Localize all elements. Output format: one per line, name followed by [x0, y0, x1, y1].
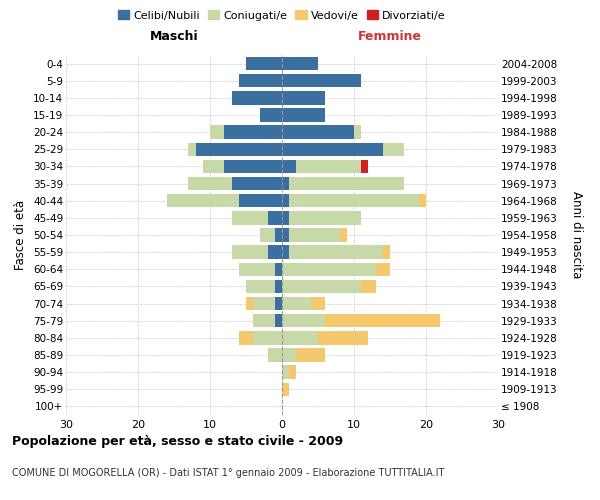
- Bar: [224, 160, 282, 173]
- Bar: [282, 57, 318, 70]
- Bar: [275, 228, 282, 241]
- Text: COMUNE DI MOGORELLA (OR) - Dati ISTAT 1° gennaio 2009 - Elaborazione TUTTITALIA.: COMUNE DI MOGORELLA (OR) - Dati ISTAT 1°…: [12, 468, 445, 477]
- Bar: [282, 280, 361, 293]
- Bar: [188, 142, 196, 156]
- Bar: [311, 297, 325, 310]
- Bar: [232, 91, 282, 104]
- Bar: [376, 262, 390, 276]
- Bar: [232, 177, 282, 190]
- Bar: [268, 348, 282, 362]
- Bar: [354, 126, 361, 139]
- Bar: [268, 211, 282, 224]
- Bar: [260, 108, 282, 122]
- Y-axis label: Anni di nascita: Anni di nascita: [571, 192, 583, 278]
- Bar: [239, 74, 282, 88]
- Bar: [210, 126, 224, 139]
- Legend: Celibi/Nubili, Coniugati/e, Vedovi/e, Divorziati/e: Celibi/Nubili, Coniugati/e, Vedovi/e, Di…: [116, 8, 448, 23]
- Bar: [246, 280, 275, 293]
- Bar: [340, 228, 347, 241]
- Bar: [296, 160, 361, 173]
- Bar: [239, 331, 253, 344]
- Bar: [289, 194, 419, 207]
- Y-axis label: Fasce di età: Fasce di età: [14, 200, 28, 270]
- Bar: [282, 74, 361, 88]
- Text: Maschi: Maschi: [149, 30, 199, 43]
- Bar: [275, 280, 282, 293]
- Bar: [282, 228, 289, 241]
- Bar: [289, 211, 361, 224]
- Bar: [282, 366, 289, 379]
- Bar: [282, 91, 325, 104]
- Bar: [224, 126, 282, 139]
- Bar: [282, 108, 325, 122]
- Bar: [282, 382, 289, 396]
- Bar: [289, 228, 340, 241]
- Bar: [282, 177, 289, 190]
- Bar: [282, 211, 289, 224]
- Bar: [282, 314, 325, 328]
- Bar: [419, 194, 426, 207]
- Bar: [383, 246, 390, 259]
- Bar: [246, 297, 253, 310]
- Bar: [239, 194, 282, 207]
- Bar: [361, 160, 368, 173]
- Bar: [289, 177, 404, 190]
- Text: Femmine: Femmine: [358, 30, 422, 43]
- Bar: [282, 331, 318, 344]
- Bar: [282, 246, 289, 259]
- Bar: [361, 280, 376, 293]
- Bar: [275, 297, 282, 310]
- Bar: [239, 262, 275, 276]
- Bar: [253, 331, 282, 344]
- Bar: [282, 194, 289, 207]
- Bar: [282, 348, 296, 362]
- Bar: [260, 228, 275, 241]
- Bar: [289, 246, 383, 259]
- Bar: [289, 366, 296, 379]
- Bar: [282, 160, 296, 173]
- Bar: [282, 126, 354, 139]
- Bar: [282, 262, 376, 276]
- Bar: [188, 177, 232, 190]
- Bar: [253, 297, 275, 310]
- Bar: [167, 194, 239, 207]
- Bar: [383, 142, 404, 156]
- Bar: [232, 211, 268, 224]
- Bar: [318, 331, 368, 344]
- Bar: [203, 160, 224, 173]
- Bar: [268, 246, 282, 259]
- Bar: [296, 348, 325, 362]
- Bar: [275, 262, 282, 276]
- Bar: [253, 314, 275, 328]
- Bar: [325, 314, 440, 328]
- Bar: [232, 246, 268, 259]
- Bar: [196, 142, 282, 156]
- Bar: [282, 142, 383, 156]
- Bar: [275, 314, 282, 328]
- Bar: [282, 297, 311, 310]
- Bar: [246, 57, 282, 70]
- Text: Popolazione per età, sesso e stato civile - 2009: Popolazione per età, sesso e stato civil…: [12, 435, 343, 448]
